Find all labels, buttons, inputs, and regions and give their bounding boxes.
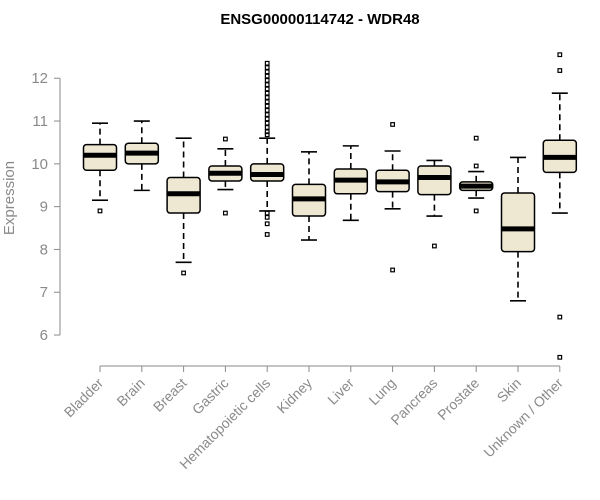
outlier-point	[264, 210, 270, 216]
outlier-point	[264, 107, 270, 113]
box-group	[166, 137, 201, 276]
outlier-point	[264, 77, 270, 83]
x-tick-label: Prostate	[434, 375, 482, 423]
x-tick-label: Skin	[494, 375, 525, 406]
outlier-point	[390, 267, 395, 273]
outlier-point	[264, 99, 270, 105]
outlier-point	[473, 135, 479, 141]
y-tick-label: 9	[40, 199, 48, 216]
outlier-point	[264, 69, 270, 75]
outlier-point	[264, 65, 270, 70]
box-group	[500, 156, 536, 302]
y-axis: 6 7 8 9 10 11 12	[31, 70, 61, 344]
outlier-point	[473, 208, 479, 214]
outlier-point	[473, 163, 479, 169]
box-group	[417, 159, 452, 249]
outlier-point	[264, 86, 270, 92]
outlier-point	[264, 95, 270, 100]
outlier-point	[97, 208, 103, 214]
y-tick-label: 10	[31, 156, 48, 173]
y-tick-label: 7	[40, 284, 48, 301]
outlier-point	[264, 60, 270, 66]
box-group	[208, 136, 243, 216]
box-group	[291, 151, 327, 241]
outlier-point	[264, 103, 270, 109]
outlier-point	[223, 136, 228, 142]
outlier-point	[264, 73, 270, 79]
outlier-point	[264, 214, 270, 220]
outlier-point	[390, 122, 395, 127]
outlier-point	[264, 90, 270, 96]
chart-title: ENSG00000114742 - WDR48	[220, 11, 419, 28]
box	[417, 165, 452, 196]
y-tick-label: 12	[31, 70, 48, 87]
box	[500, 192, 536, 253]
outlier-point	[264, 221, 270, 227]
boxes-group	[82, 52, 578, 360]
outlier-point	[264, 116, 270, 122]
x-tick-label: Bladder	[61, 375, 107, 421]
box-group	[333, 145, 369, 222]
outlier-point	[264, 125, 270, 130]
outlier-point	[432, 243, 437, 249]
outlier-point	[264, 132, 270, 138]
outlier-point	[264, 112, 270, 118]
outlier-point	[264, 120, 270, 126]
box-group	[124, 120, 160, 192]
outlier-point	[264, 232, 270, 237]
outlier-point	[264, 82, 270, 88]
x-tick-label: Lung	[365, 375, 398, 408]
box-group	[542, 52, 578, 360]
x-tick-label: Unknown / Other	[480, 375, 566, 461]
x-tick-label: Brain	[113, 375, 147, 409]
outlier-point	[557, 68, 563, 73]
box-group	[375, 122, 410, 273]
outlier-point	[557, 52, 563, 58]
outlier-point	[181, 270, 187, 276]
x-tick-label: Kidney	[274, 375, 316, 417]
x-tick-label: Breast	[150, 375, 190, 415]
x-tick-label: Liver	[324, 375, 357, 408]
y-tick-label: 8	[40, 241, 48, 258]
outlier-point	[557, 314, 563, 320]
box-group	[249, 60, 285, 237]
outlier-point	[557, 354, 563, 360]
y-tick-label: 6	[40, 327, 48, 344]
y-tick-label: 11	[32, 113, 48, 130]
box-group	[458, 135, 494, 214]
y-axis-label: Expression	[1, 161, 18, 235]
box-group	[82, 122, 118, 214]
outlier-point	[223, 210, 228, 216]
outlier-point	[264, 129, 270, 135]
